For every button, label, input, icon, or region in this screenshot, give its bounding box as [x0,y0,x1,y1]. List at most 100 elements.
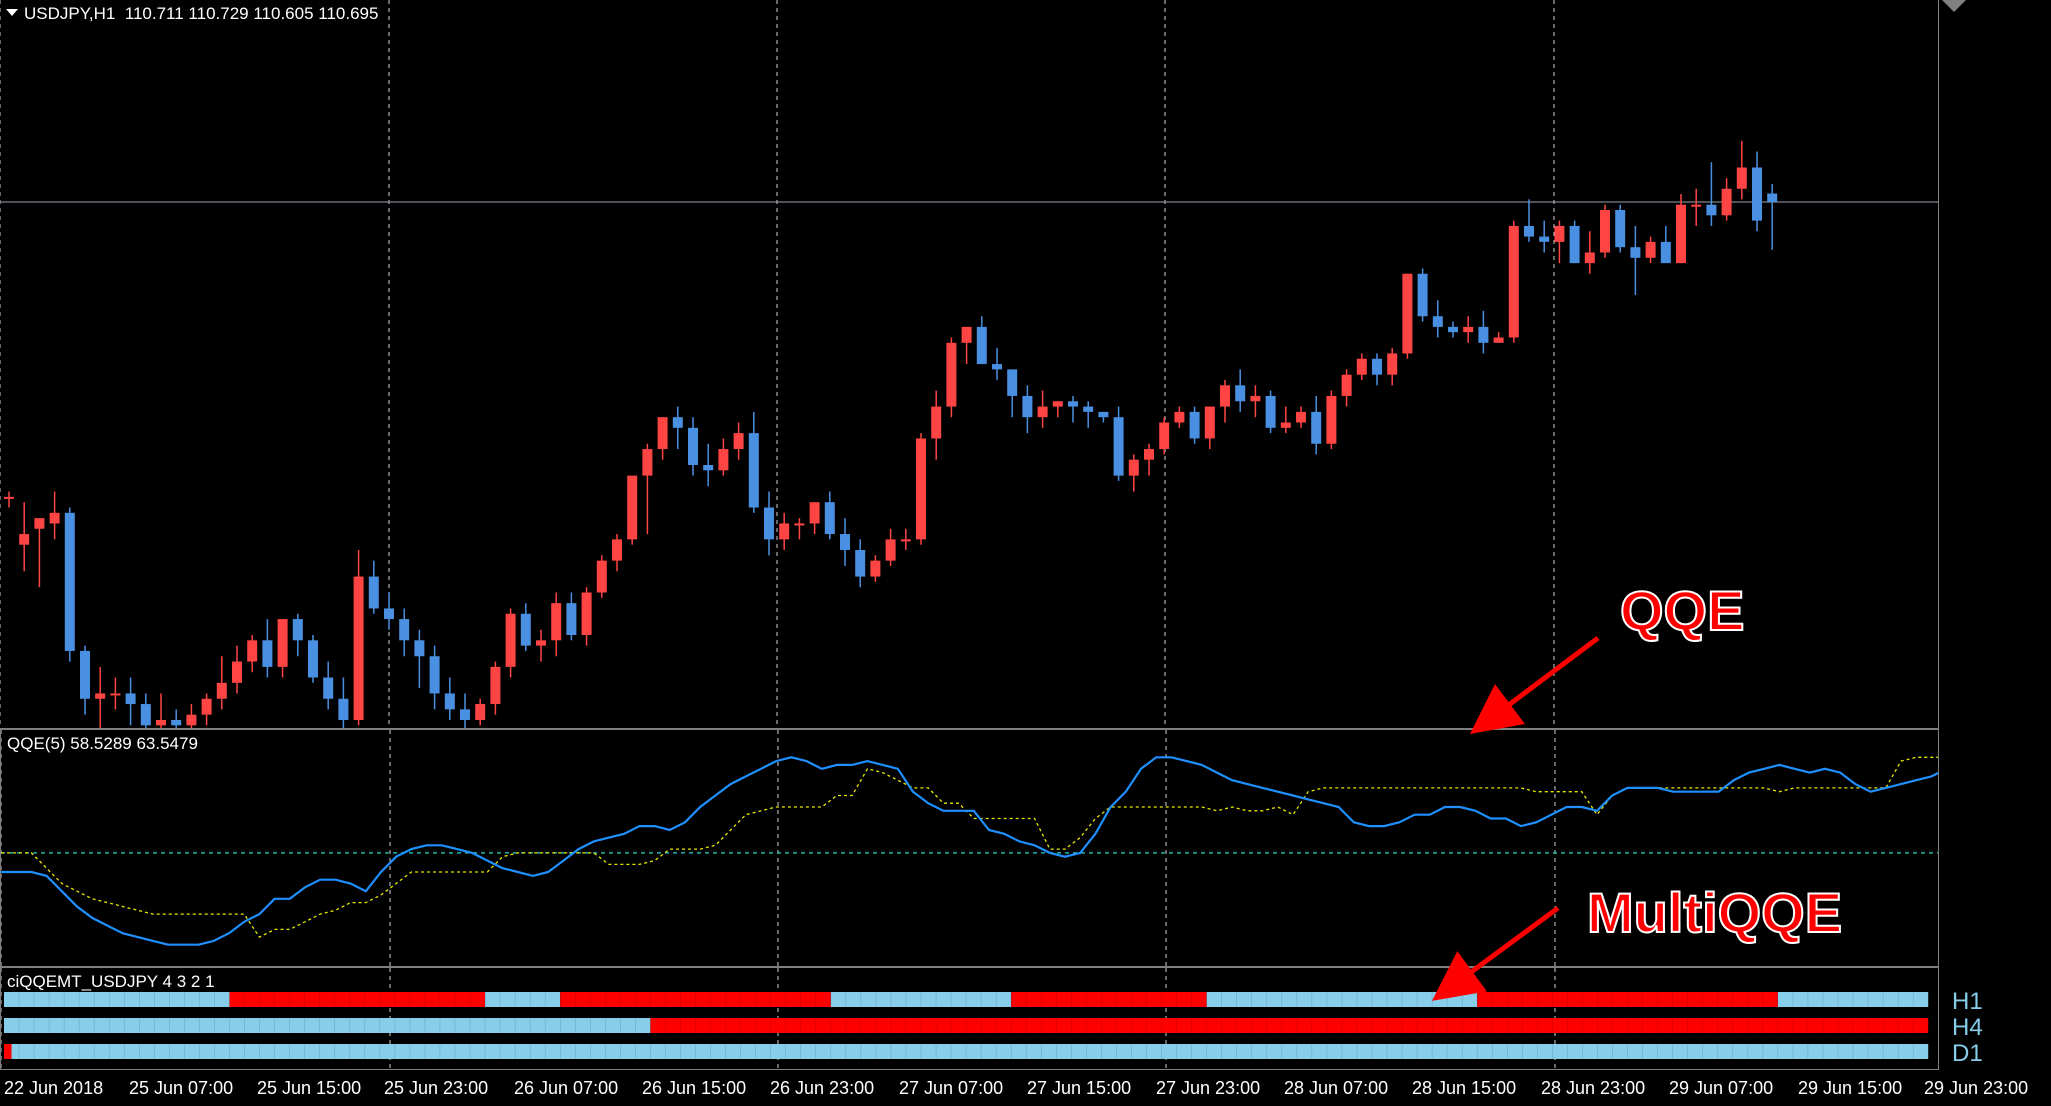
candle-body [49,512,60,524]
price-chart-panel[interactable]: USDJPY,H1 110.711 110.729 110.605 110.69… [0,0,1939,729]
time-axis-label: 29 Jun 07:00 [1669,1078,1774,1098]
time-axis-label: 27 Jun 07:00 [899,1078,1004,1098]
candle-body [368,576,379,609]
candle-body [1128,459,1139,476]
time-axis-label: 28 Jun 07:00 [1284,1078,1389,1098]
time-axis-label: 25 Jun 07:00 [129,1078,234,1098]
candle-body [247,640,258,662]
candle-body [931,406,942,439]
candle-body [1584,252,1595,264]
multiqqe-segment-h1 [229,992,486,1007]
candle-body [688,427,698,465]
candle-body [870,560,881,577]
candle-body [4,496,14,499]
time-axis-label: 22 Jun 2018 [4,1078,104,1098]
candle-body [703,465,714,471]
candle-body [475,704,486,720]
candle-body [1767,193,1778,203]
candle-body [1311,411,1322,444]
time-axis-label: 26 Jun 15:00 [642,1078,747,1098]
candle-body [1083,406,1094,412]
candle-body [460,709,470,720]
timeframe-label-h4: H4 [1952,1014,1983,1041]
candle-body [1068,401,1078,407]
candle-body [125,693,136,705]
multiqqe-segment-h4 [4,1018,651,1033]
candle-body [1478,326,1489,343]
candle-body [186,714,197,726]
candle-body [733,433,744,450]
time-axis-label: 25 Jun 23:00 [384,1078,489,1098]
multiqqe-title: ciQQEMT_USDJPY 4 3 2 1 [7,972,215,991]
qqe-canvas [1,730,1938,966]
candle-body [961,326,972,343]
candle-body [536,640,546,646]
candle-body [110,693,121,696]
multiqqe-canvas [1,968,1929,1069]
price-chart-canvas [0,0,1938,728]
candle-body [946,342,957,407]
candle-body [1600,210,1610,253]
candle-body [1660,241,1671,264]
chart-menu-icon[interactable] [6,9,18,16]
candle-body [262,640,273,667]
multiqqe-segment-h1 [1011,992,1207,1007]
candle-body [748,433,759,508]
candle-body [1524,225,1534,237]
time-axis-label: 26 Jun 23:00 [770,1078,875,1098]
candle-body [1022,395,1033,418]
candle-body [1265,395,1276,428]
candle-body [384,608,394,620]
timeframe-label-d1: D1 [1952,1040,1983,1067]
multiqqe-segment-h4 [650,1018,1929,1033]
candle-body [429,656,440,694]
time-axis-label: 25 Jun 15:00 [257,1078,362,1098]
candle-body [1539,236,1550,242]
candle-body [1326,395,1337,444]
candle-body [992,364,1002,370]
time-axis: 22 Jun 2018 25 Jun 07:00 25 Jun 15:00 25 Ju… [0,1070,2028,1106]
time-axis-label: 26 Jun 07:00 [514,1078,619,1098]
multiqqe-segment-h1 [830,992,1012,1007]
candle-body [444,693,455,710]
candle-body [1356,358,1367,375]
candle-body [1448,326,1458,333]
qqe-indicator-panel[interactable]: QQE(5) 58.5289 63.5479 [0,729,1939,967]
multiqqe-segment-d1 [4,1044,12,1059]
candle-body [1554,225,1565,242]
candle-body [1037,406,1048,418]
candle-body [201,698,212,715]
candle-body [1630,247,1641,258]
candle-body [156,720,166,726]
candle-body [171,720,182,726]
multiqqe-segment-h1 [1777,992,1929,1007]
candle-body [657,417,668,450]
candle-body [520,613,531,646]
multiqqe-segment-h1 [485,992,561,1007]
candle-body [885,539,896,561]
candle-body [1676,204,1686,264]
candle-body [338,698,349,720]
candle-body [840,534,850,550]
time-axis-label: 29 Jun 15:00 [1798,1078,1903,1098]
candle-body [1113,417,1124,476]
candle-body [1493,337,1504,343]
chart-shift-icon[interactable] [1942,0,1966,12]
candle-body [1387,353,1398,375]
candle-body [1463,326,1474,333]
candle-body [34,518,45,529]
candle-body [1721,188,1732,216]
candle-body [581,592,592,635]
multiqqe-segment-h1 [4,992,230,1007]
candle-body [19,534,30,545]
candle-body [1432,316,1443,327]
candle-body [824,502,835,535]
candle-body [277,619,288,667]
candle-body [764,507,774,540]
candle-body [140,704,151,726]
candle-body [414,640,425,657]
candle-body [1417,273,1428,317]
candle-body [1645,241,1656,258]
multiqqe-indicator-panel[interactable]: ciQQEMT_USDJPY 4 3 2 1 [0,967,1939,1070]
qqe-title: QQE(5) 58.5289 63.5479 [7,734,198,753]
